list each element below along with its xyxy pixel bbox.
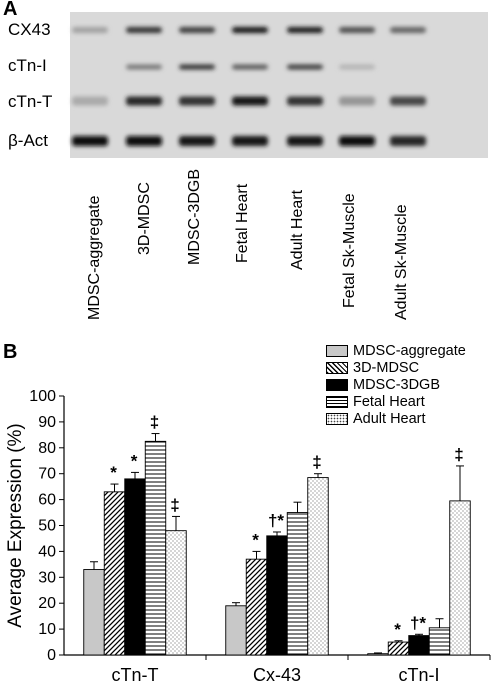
legend-swatch — [326, 344, 348, 357]
significance-mark: * — [394, 620, 401, 639]
bar — [225, 605, 247, 656]
legend-swatch — [326, 395, 348, 408]
panel-b-letter: B — [3, 341, 18, 363]
bar — [428, 627, 451, 656]
blot-background — [70, 12, 488, 158]
blot-band — [179, 27, 215, 33]
significance-mark: ‡ — [170, 495, 179, 514]
legend-item: MDSC-aggregate — [326, 342, 466, 359]
y-tick-label: 10 — [38, 621, 56, 638]
legend-label: Fetal Heart — [353, 393, 425, 410]
y-tick-label: 0 — [47, 647, 56, 664]
blot-band — [232, 136, 268, 146]
blot-row-label: β-Act — [8, 131, 49, 150]
significance-mark: * — [252, 530, 259, 549]
blot-band — [126, 96, 162, 106]
bar — [408, 635, 430, 656]
bar — [307, 477, 329, 656]
panel-a-letter: A — [3, 0, 18, 20]
significance-mark: ‡ — [312, 453, 321, 472]
blot-band — [390, 136, 426, 146]
blot-band — [390, 96, 426, 106]
blot-band — [126, 136, 162, 146]
y-axis-label: Average Expression (%) — [5, 423, 26, 628]
significance-mark: * — [131, 451, 138, 470]
blot-band — [287, 136, 323, 146]
blot-band — [126, 64, 162, 70]
blot-band — [232, 64, 268, 70]
y-tick-label: 20 — [38, 595, 56, 612]
blot-band — [232, 27, 268, 33]
y-tick-label: 40 — [38, 543, 56, 560]
blot-row-label: cTn-T — [8, 92, 53, 111]
blot-band — [339, 136, 375, 146]
legend-swatch — [326, 361, 348, 374]
y-tick-label: 70 — [38, 466, 56, 483]
bar — [449, 500, 471, 656]
blot-band — [232, 96, 268, 106]
chart-legend: MDSC-aggregate 3D-MDSC MDSC-3DGB Fetal Hear… — [326, 342, 466, 427]
blot-band — [390, 27, 426, 33]
legend-swatch — [326, 412, 348, 425]
y-tick-label: 30 — [38, 569, 56, 586]
blot-band — [72, 27, 108, 33]
y-tick-label: 100 — [29, 388, 56, 405]
legend-label: MDSC-aggregate — [353, 342, 466, 359]
significance-mark: * — [110, 463, 117, 482]
significance-mark: †* — [410, 613, 426, 632]
blot-row-label: cTn-I — [8, 56, 47, 75]
blot-band — [339, 64, 375, 70]
blot-band — [287, 96, 323, 106]
bar — [83, 569, 105, 656]
y-tick-label: 50 — [38, 518, 56, 535]
legend-label: 3D-MDSC — [353, 359, 420, 376]
y-tick-label: 60 — [38, 492, 56, 509]
blot-band — [339, 96, 375, 106]
bar — [266, 535, 288, 656]
legend-item: Adult Heart — [326, 410, 466, 427]
significance-mark: †* — [268, 511, 284, 530]
x-tick-label: cTn-I — [398, 665, 439, 685]
blot-band — [339, 27, 375, 33]
bar — [387, 641, 410, 656]
significance-mark: ‡ — [150, 413, 159, 432]
bar — [103, 491, 126, 656]
significance-mark: ‡ — [454, 445, 463, 464]
blot-band — [126, 27, 162, 33]
bar — [165, 530, 187, 656]
blot-band — [72, 96, 108, 106]
legend-label: MDSC-3DGB — [353, 376, 441, 393]
legend-item: 3D-MDSC — [326, 359, 466, 376]
blot-band — [287, 27, 323, 33]
bar — [124, 478, 146, 656]
blot-band — [287, 64, 323, 70]
blot-band — [179, 96, 215, 106]
bar — [286, 512, 309, 656]
western-blot — [70, 12, 488, 158]
bar — [144, 440, 167, 656]
legend-label: Adult Heart — [353, 410, 426, 427]
y-tick-label: 80 — [38, 440, 56, 457]
x-tick-label: cTn-T — [112, 665, 159, 685]
blot-row-label: CX43 — [8, 20, 51, 39]
bar — [245, 558, 268, 656]
legend-swatch — [326, 378, 348, 391]
y-tick-label: 90 — [38, 414, 56, 431]
blot-band — [179, 64, 215, 70]
legend-item: MDSC-3DGB — [326, 376, 466, 393]
blot-band — [179, 136, 215, 146]
legend-item: Fetal Heart — [326, 393, 466, 410]
blot-band — [72, 136, 108, 146]
bar — [367, 653, 389, 656]
x-tick-label: Cx-43 — [253, 665, 301, 685]
